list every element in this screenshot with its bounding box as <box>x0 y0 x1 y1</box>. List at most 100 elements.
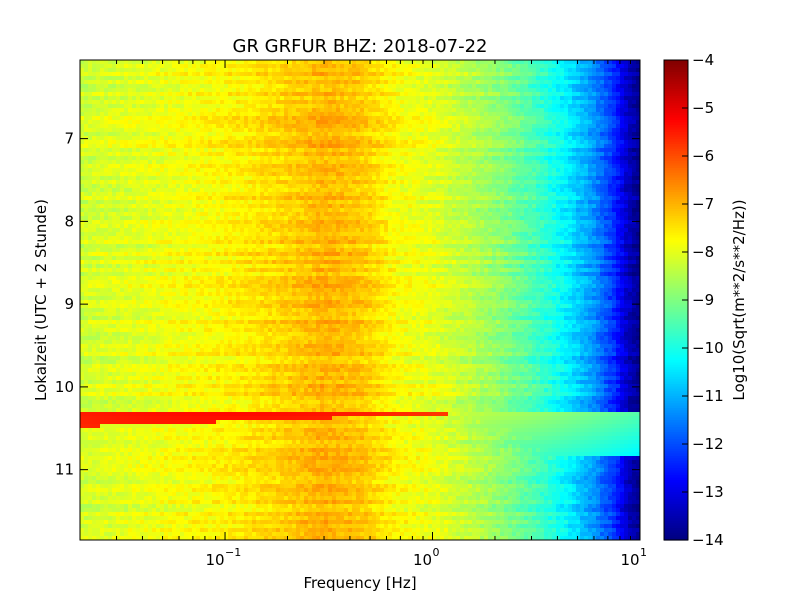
heatmap-cell <box>348 152 353 157</box>
heatmap-cell <box>460 108 465 113</box>
heatmap-cell <box>108 116 113 121</box>
heatmap-cell <box>512 96 517 101</box>
heatmap-cell <box>332 160 337 165</box>
heatmap-cell <box>288 64 293 69</box>
heatmap-cell <box>368 160 373 165</box>
heatmap-cell <box>200 132 205 137</box>
heatmap-cell <box>208 80 213 85</box>
heatmap-cell <box>456 112 461 117</box>
heatmap-cell <box>332 100 337 105</box>
heatmap-cell <box>524 148 529 153</box>
heatmap-cell <box>372 80 377 85</box>
heatmap-cell <box>264 176 269 181</box>
heatmap-cell <box>144 196 149 201</box>
heatmap-cell <box>204 120 209 125</box>
heatmap-cell <box>268 168 273 173</box>
heatmap-cell <box>528 64 533 69</box>
heatmap-cell <box>108 184 113 189</box>
heatmap-cell <box>280 84 285 89</box>
heatmap-cell <box>320 128 325 133</box>
heatmap-cell <box>156 92 161 97</box>
heatmap-cell <box>588 180 593 185</box>
heatmap-cell <box>308 80 313 85</box>
heatmap-cell <box>124 96 129 101</box>
heatmap-cell <box>100 64 105 69</box>
heatmap-cell <box>476 84 481 89</box>
heatmap-cell <box>576 100 581 105</box>
heatmap-cell <box>636 148 640 153</box>
heatmap-cell <box>240 180 245 185</box>
heatmap-cell <box>132 180 137 185</box>
heatmap-cell <box>300 192 305 197</box>
heatmap-cell <box>108 172 113 177</box>
heatmap-cell <box>624 168 629 173</box>
heatmap-cell <box>568 132 573 137</box>
heatmap-cell <box>84 108 89 113</box>
heatmap-cell <box>476 64 481 69</box>
heatmap-cell <box>524 128 529 133</box>
heatmap-cell <box>160 64 165 69</box>
heatmap-cell <box>496 144 501 149</box>
heatmap-cell <box>320 108 325 113</box>
heatmap-cell <box>136 124 141 129</box>
heatmap-cell <box>512 124 517 129</box>
heatmap-cell <box>488 128 493 133</box>
heatmap-cell <box>260 112 265 117</box>
heatmap-cell <box>400 96 405 101</box>
heatmap-cell <box>468 76 473 81</box>
heatmap-cell <box>452 124 457 129</box>
heatmap-cell <box>112 124 117 129</box>
heatmap-cell <box>544 152 549 157</box>
heatmap-cell <box>592 188 597 193</box>
heatmap-cell <box>252 60 257 65</box>
heatmap-cell <box>524 172 529 177</box>
heatmap-cell <box>464 176 469 181</box>
heatmap-cell <box>492 76 497 81</box>
heatmap-cell <box>248 100 253 105</box>
heatmap-cell <box>80 80 85 85</box>
heatmap-cell <box>324 168 329 173</box>
heatmap-cell <box>132 200 137 205</box>
heatmap-cell <box>404 64 409 69</box>
heatmap-cell <box>152 96 157 101</box>
heatmap-cell <box>412 92 417 97</box>
heatmap-cell <box>120 84 125 89</box>
heatmap-cell <box>380 124 385 129</box>
heatmap-cell <box>532 156 537 161</box>
heatmap-cell <box>104 136 109 141</box>
heatmap-cell <box>456 76 461 81</box>
heatmap-cell <box>320 180 325 185</box>
heatmap-cell <box>480 112 485 117</box>
heatmap-cell <box>460 176 465 181</box>
heatmap-cell <box>384 176 389 181</box>
heatmap-cell <box>412 188 417 193</box>
heatmap-cell <box>380 60 385 65</box>
heatmap-cell <box>600 128 605 133</box>
heatmap-cell <box>392 108 397 113</box>
heatmap-cell <box>504 128 509 133</box>
heatmap-cell <box>328 104 333 109</box>
heatmap-cell <box>596 192 601 197</box>
heatmap-cell <box>612 160 617 165</box>
heatmap-cell <box>212 108 217 113</box>
heatmap-cell <box>544 68 549 73</box>
heatmap-cell <box>636 192 640 197</box>
heatmap-cell <box>452 168 457 173</box>
heatmap-cell <box>208 128 213 133</box>
heatmap-cell <box>504 92 509 97</box>
heatmap-cell <box>524 108 529 113</box>
heatmap-cell <box>404 196 409 201</box>
heatmap-cell <box>88 168 93 173</box>
heatmap-cell <box>168 108 173 113</box>
heatmap-cell <box>508 96 513 101</box>
heatmap-cell <box>604 184 609 189</box>
heatmap-cell <box>480 68 485 73</box>
heatmap-cell <box>612 100 617 105</box>
heatmap-cell <box>120 184 125 189</box>
heatmap-cell <box>140 124 145 129</box>
heatmap-cell <box>312 176 317 181</box>
heatmap-cell <box>356 152 361 157</box>
heatmap-cell <box>208 68 213 73</box>
heatmap-cell <box>160 76 165 81</box>
heatmap-cell <box>136 132 141 137</box>
